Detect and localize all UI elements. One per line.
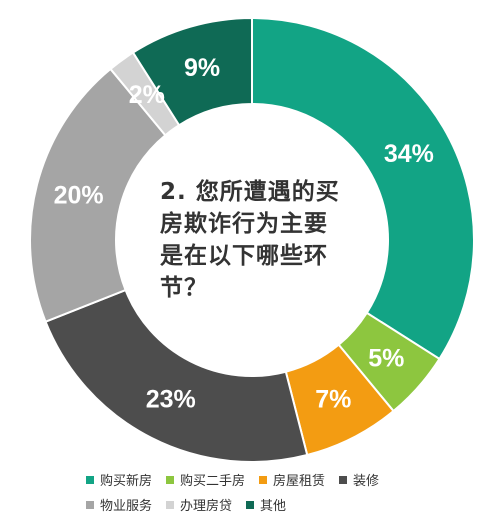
legend-item-2: 房屋租赁 bbox=[259, 470, 325, 489]
slice-label-2: 7% bbox=[315, 385, 351, 413]
donut-slices bbox=[29, 16, 475, 463]
legend-label-0: 购买新房 bbox=[100, 474, 153, 489]
slice-6 bbox=[131, 16, 253, 127]
slice-label-0: 34% bbox=[384, 140, 434, 168]
slice-label-5: 2% bbox=[129, 81, 165, 109]
legend-item-5: 办理房贷 bbox=[166, 495, 232, 514]
legend-label-5: 办理房贷 bbox=[180, 499, 233, 514]
legend-item-3: 装修 bbox=[339, 470, 379, 489]
legend-swatch-1 bbox=[166, 475, 175, 484]
legend-item-1: 购买二手房 bbox=[166, 470, 245, 489]
legend-label-1: 购买二手房 bbox=[180, 474, 246, 489]
slice-label-4: 20% bbox=[54, 181, 104, 209]
legend-swatch-5 bbox=[166, 500, 175, 509]
slice-3 bbox=[44, 288, 309, 463]
slice-label-3: 23% bbox=[146, 385, 196, 413]
legend-item-6: 其他 bbox=[246, 495, 286, 514]
legend-item-0: 购买新房 bbox=[86, 470, 152, 489]
slice-label-6: 9% bbox=[184, 54, 220, 82]
legend-swatch-3 bbox=[339, 475, 348, 484]
legend: 购买新房 购买二手房 房屋租赁 装修物业服务 办理房贷 其他 bbox=[86, 470, 446, 514]
legend-swatch-4 bbox=[86, 500, 94, 509]
donut-chart: 34% 5% 7% 23% 20% 2% 9% bbox=[29, 16, 475, 463]
legend-swatch-6 bbox=[246, 500, 255, 509]
slice-label-1: 5% bbox=[368, 344, 404, 372]
slice-4 bbox=[29, 67, 167, 324]
legend-label-6: 其他 bbox=[260, 499, 287, 514]
legend-swatch-2 bbox=[259, 475, 268, 484]
legend-label-3: 装修 bbox=[353, 474, 380, 489]
title-line-1: 2. 您所遭遇的买 bbox=[160, 179, 340, 205]
slice-labels: 34% 5% 7% 23% 20% 2% 9% bbox=[54, 54, 434, 413]
title-line-4: 节？ bbox=[160, 275, 208, 301]
legend-swatch-0 bbox=[86, 475, 94, 484]
legend-label-4: 物业服务 bbox=[100, 499, 153, 514]
title-line-3: 是在以下哪些环 bbox=[160, 243, 328, 269]
chart-title: 2. 您所遭遇的买 房欺诈行为主要 是在以下哪些环 节？ bbox=[160, 176, 350, 304]
slice-0 bbox=[251, 16, 475, 361]
legend-label-2: 房屋租赁 bbox=[273, 474, 326, 489]
legend-item-4: 物业服务 bbox=[86, 495, 152, 514]
title-line-2: 房欺诈行为主要 bbox=[160, 211, 328, 237]
